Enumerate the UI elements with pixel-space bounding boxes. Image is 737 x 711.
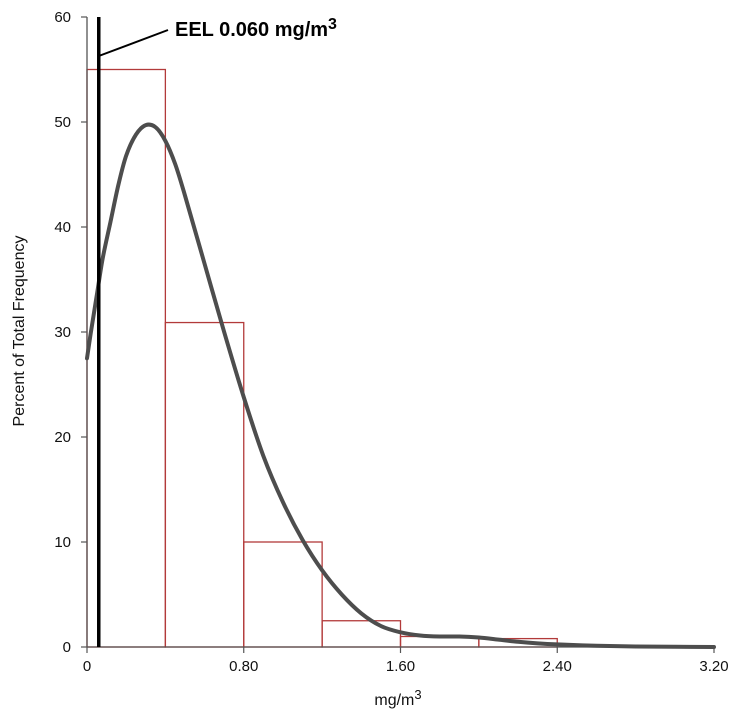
y-axis-title: Percent of Total Frequency (11, 236, 28, 427)
y-tick-label-0: 0 (63, 639, 71, 656)
eel-label-leader-line (98, 29, 169, 57)
y-tick-label-10: 10 (54, 534, 71, 551)
histogram-bar-4 (321, 620, 402, 648)
histogram-bars (86, 68, 558, 648)
x-axis-title-text: mg/m (374, 692, 414, 709)
histogram-bar-3 (243, 541, 323, 648)
y-tick-label-30: 30 (54, 324, 71, 341)
y-tick-label-60: 60 (54, 9, 71, 26)
y-tick-label-50: 50 (54, 114, 71, 131)
y-tick-label-40: 40 (54, 219, 71, 236)
x-tick-label-2.40: 2.40 (543, 658, 572, 675)
eel-annotation-label: EEL 0.060 mg/m3 (175, 16, 337, 41)
y-axis-ticks: 0 10 20 30 40 50 60 (54, 9, 87, 656)
eel-annotation-text: EEL 0.060 mg/m (175, 19, 328, 41)
fitted-distribution-curve (85, 122, 716, 649)
x-tick-label-3.20: 3.20 (699, 658, 728, 675)
x-tick-label-0: 0 (83, 658, 91, 675)
y-tick-label-20: 20 (54, 429, 71, 446)
histogram-bar-2 (164, 321, 245, 648)
axes (86, 17, 714, 648)
x-axis-title-superscript: 3 (414, 687, 421, 702)
eel-annotation-superscript: 3 (328, 16, 337, 33)
x-tick-label-0.80: 0.80 (229, 658, 258, 675)
x-tick-label-1.60: 1.60 (386, 658, 415, 675)
x-axis-ticks: 0 0.80 1.60 2.40 3.20 (83, 647, 729, 675)
x-axis-title: mg/m3 (374, 687, 421, 709)
